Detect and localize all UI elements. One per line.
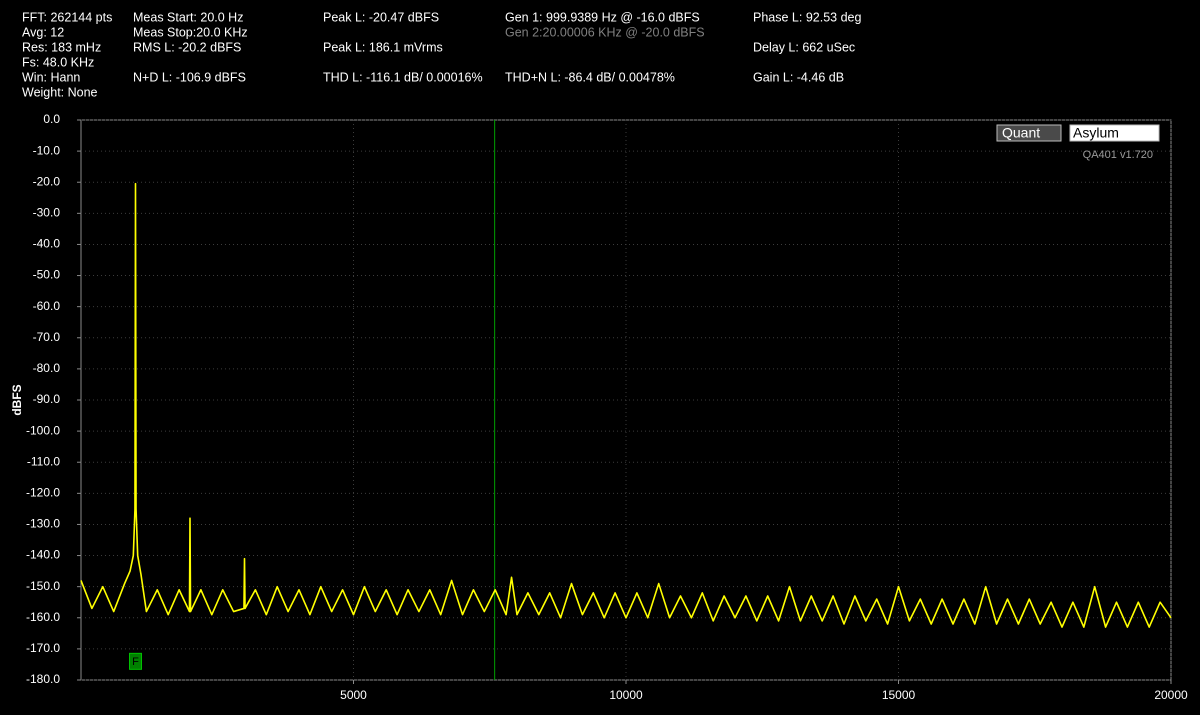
- y-tick-label: -10.0: [33, 143, 61, 157]
- readout: Gen 2:20.00006 KHz @ -20.0 dBFS: [505, 25, 705, 39]
- x-tick-label: 15000: [882, 688, 916, 702]
- marker-label: F: [132, 656, 139, 668]
- readout: Weight: None: [22, 85, 98, 99]
- y-tick-label: -70.0: [33, 330, 61, 344]
- readout: Res: 183 mHz: [22, 40, 101, 54]
- readout: Meas Start: 20.0 Hz: [133, 10, 243, 24]
- spectrum-line: [80, 182, 1172, 628]
- readout: Win: Hann: [22, 70, 80, 84]
- readout: Peak L: -20.47 dBFS: [323, 10, 439, 24]
- readout: N+D L: -106.9 dBFS: [133, 70, 246, 84]
- y-tick-label: -60.0: [33, 299, 61, 313]
- readout: Fs: 48.0 KHz: [22, 55, 94, 69]
- logo-left-box: [996, 124, 1062, 142]
- x-tick-label: 20000: [1154, 688, 1188, 702]
- y-tick-label: -50.0: [33, 268, 61, 282]
- y-tick-label: -80.0: [33, 361, 61, 375]
- readouts: FFT: 262144 pts Avg: 12 Res: 183 mHz Fs:…: [22, 10, 861, 99]
- readout: RMS L: -20.2 dBFS: [133, 40, 241, 54]
- x-tick-label: 5000: [340, 688, 367, 702]
- marker-box: [129, 652, 142, 670]
- y-tick-label: -170.0: [26, 641, 60, 655]
- readout: Meas Stop:20.0 KHz: [133, 25, 248, 39]
- y-tick-label: -180.0: [26, 672, 60, 686]
- readout: Gain L: -4.46 dB: [753, 70, 844, 84]
- marks: F: [80, 120, 1172, 680]
- readout: Phase L: 92.53 deg: [753, 10, 861, 24]
- y-axis-label: dBFS: [10, 384, 24, 415]
- x-tick-label: 10000: [609, 688, 643, 702]
- y-tick-label: -100.0: [26, 423, 60, 437]
- readout: Peak L: 186.1 mVrms: [323, 40, 443, 54]
- y-tick-label: -30.0: [33, 206, 61, 220]
- readout: Avg: 12: [22, 25, 64, 39]
- y-tick-label: -130.0: [26, 517, 60, 531]
- readout: THD+N L: -86.4 dB/ 0.00478%: [505, 70, 675, 84]
- y-tick-label: -110.0: [27, 454, 60, 468]
- y-tick-label: 0.0: [43, 112, 60, 126]
- grid: [77, 119, 1172, 684]
- readout: Gen 1: 999.9389 Hz @ -16.0 dBFS: [505, 10, 700, 24]
- logo-right: Asylum: [1073, 125, 1119, 141]
- y-tick-label: -160.0: [26, 610, 60, 624]
- logo-right-box: [1069, 124, 1160, 142]
- y-tick-label: -20.0: [33, 174, 61, 188]
- y-tick-label: -150.0: [26, 579, 60, 593]
- y-tick-label: -120.0: [26, 486, 60, 500]
- logo-left: Quant: [1002, 125, 1040, 141]
- readout: THD L: -116.1 dB/ 0.00016%: [323, 70, 483, 84]
- y-tick-label: -140.0: [26, 548, 60, 562]
- readout: FFT: 262144 pts: [22, 10, 112, 24]
- readout: Delay L: 662 uSec: [753, 40, 855, 54]
- y-tick-label: -90.0: [33, 392, 61, 406]
- version: QA401 v1.720: [1083, 149, 1153, 161]
- logo: Quant Asylum QA401 v1.720: [996, 124, 1160, 161]
- y-tick-label: -40.0: [33, 237, 61, 251]
